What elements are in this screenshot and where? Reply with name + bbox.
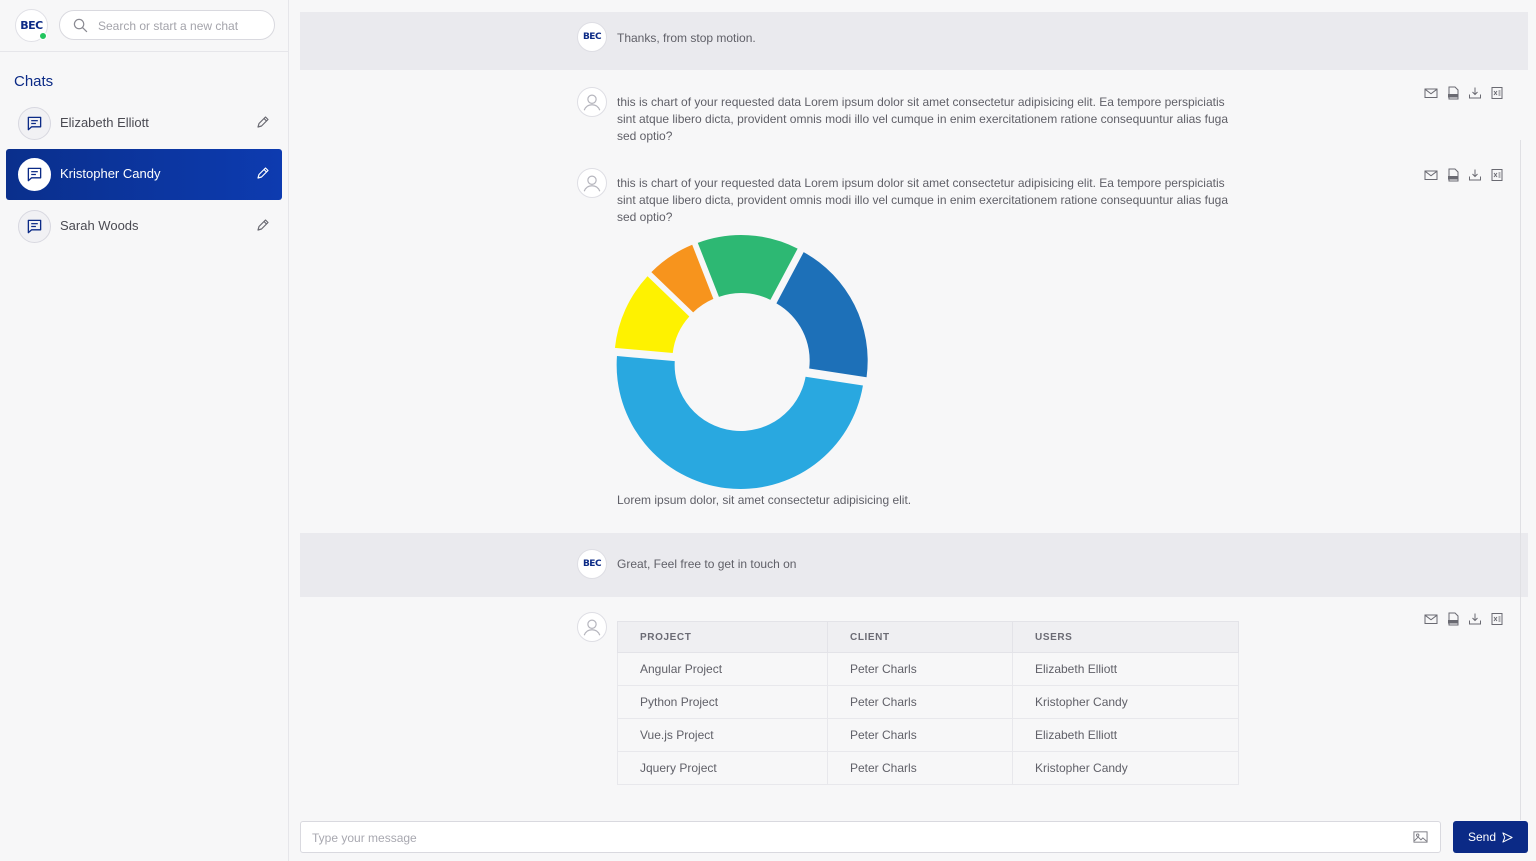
donut-slice[interactable] [776, 252, 868, 378]
table-cell: Peter Charls [827, 718, 1013, 752]
sidebar: BEC Chats Elizabeth Elliott Kristopher C… [0, 0, 289, 861]
chat-item-kristopher-candy[interactable]: Kristopher Candy [6, 149, 282, 200]
edit-icon[interactable] [256, 115, 270, 129]
table-cell: Kristopher Candy [1012, 685, 1239, 719]
user-avatar [577, 87, 607, 117]
table-row: Vue.js Project Peter Charls Elizabeth El… [617, 718, 1239, 752]
chat-item-sarah-woods[interactable]: Sarah Woods [6, 201, 282, 252]
profile-avatar[interactable]: BEC [15, 9, 48, 42]
column-header: CLIENT [827, 621, 1013, 653]
table-cell: Elizabeth Elliott [1012, 718, 1239, 752]
chat-icon-wrap [18, 107, 51, 140]
message-input[interactable] [312, 829, 1392, 847]
bot-logo: BEC [582, 32, 602, 42]
excel-icon[interactable] [1490, 612, 1504, 626]
message-icon [27, 167, 42, 182]
table-cell: Vue.js Project [617, 718, 828, 752]
table-cell: Peter Charls [827, 685, 1013, 719]
mail-icon[interactable] [1424, 612, 1438, 626]
table-cell: Elizabeth Elliott [1012, 652, 1239, 686]
bot-message: BEC Thanks, from stop motion. [300, 12, 1528, 70]
edit-icon[interactable] [256, 218, 270, 232]
user-icon [583, 619, 601, 636]
table-cell: Kristopher Candy [1012, 751, 1239, 785]
table-cell: Peter Charls [827, 751, 1013, 785]
bot-logo: BEC [582, 559, 602, 569]
image-attach-icon[interactable] [1413, 830, 1428, 844]
chat-item-label: Sarah Woods [60, 218, 139, 233]
pdf-icon[interactable] [1446, 168, 1460, 182]
table-row: Jquery Project Peter Charls Kristopher C… [617, 751, 1239, 785]
message-text: this is chart of your requested data Lor… [617, 95, 1228, 143]
excel-icon[interactable] [1490, 168, 1504, 182]
user-avatar [577, 168, 607, 198]
sidebar-header: BEC [0, 0, 288, 52]
edit-icon[interactable] [256, 166, 270, 180]
pdf-icon[interactable] [1446, 86, 1460, 100]
scrollbar[interactable] [1520, 140, 1526, 820]
online-status-dot [39, 32, 47, 40]
table-cell: Angular Project [617, 652, 828, 686]
message-text: Great, Feel free to get in touch on [617, 557, 797, 571]
table-row: Python Project Peter Charls Kristopher C… [617, 685, 1239, 719]
donut-slice[interactable] [651, 244, 714, 313]
projects-table: PROJECT CLIENT USERS Angular Project Pet… [617, 621, 1239, 785]
send-button[interactable]: Send [1453, 821, 1528, 853]
chat-item-elizabeth-elliott[interactable]: Elizabeth Elliott [6, 98, 282, 149]
message-icon [27, 116, 42, 131]
chat-icon-wrap [18, 158, 51, 191]
send-icon [1502, 831, 1513, 843]
table-cell: Peter Charls [827, 652, 1013, 686]
download-icon[interactable] [1468, 86, 1482, 100]
table-cell: Python Project [617, 685, 828, 719]
chat-item-label: Kristopher Candy [60, 166, 161, 181]
download-icon[interactable] [1468, 168, 1482, 182]
user-icon [583, 175, 601, 192]
search-box[interactable] [59, 10, 275, 40]
message-actions [1424, 612, 1504, 626]
user-avatar [577, 612, 607, 642]
table-header-row: PROJECT CLIENT USERS [617, 621, 1239, 653]
bot-avatar: BEC [577, 549, 607, 579]
search-input[interactable] [98, 17, 268, 35]
donut-chart [614, 235, 868, 489]
pdf-icon[interactable] [1446, 612, 1460, 626]
download-icon[interactable] [1468, 612, 1482, 626]
send-button-label: Send [1467, 830, 1497, 844]
table-row: Angular Project Peter Charls Elizabeth E… [617, 652, 1239, 686]
mail-icon[interactable] [1424, 86, 1438, 100]
donut-slice[interactable] [697, 235, 798, 300]
user-icon [583, 94, 601, 111]
column-header: USERS [1012, 621, 1239, 653]
donut-slice[interactable] [616, 356, 863, 489]
conversation-pane: BEC Thanks, from stop motion. this is ch… [300, 12, 1528, 809]
message-text: Thanks, from stop motion. [617, 31, 756, 45]
message-text: this is chart of your requested data Lor… [617, 176, 1228, 224]
chats-heading: Chats [14, 73, 54, 90]
column-header: PROJECT [617, 621, 828, 653]
donut-slice[interactable] [614, 276, 690, 353]
mail-icon[interactable] [1424, 168, 1438, 182]
bot-avatar: BEC [577, 22, 607, 52]
excel-icon[interactable] [1490, 86, 1504, 100]
chat-icon-wrap [18, 210, 51, 243]
search-icon [73, 18, 88, 33]
message-icon [27, 219, 42, 234]
message-composer [300, 821, 1441, 853]
table-cell: Jquery Project [617, 751, 828, 785]
message-actions [1424, 168, 1504, 182]
chart-caption: Lorem ipsum dolor, sit amet consectetur … [617, 493, 912, 507]
message-actions [1424, 86, 1504, 100]
chat-item-label: Elizabeth Elliott [60, 115, 149, 130]
logo: BEC [20, 19, 43, 32]
bot-message: BEC Great, Feel free to get in touch on [300, 533, 1528, 597]
